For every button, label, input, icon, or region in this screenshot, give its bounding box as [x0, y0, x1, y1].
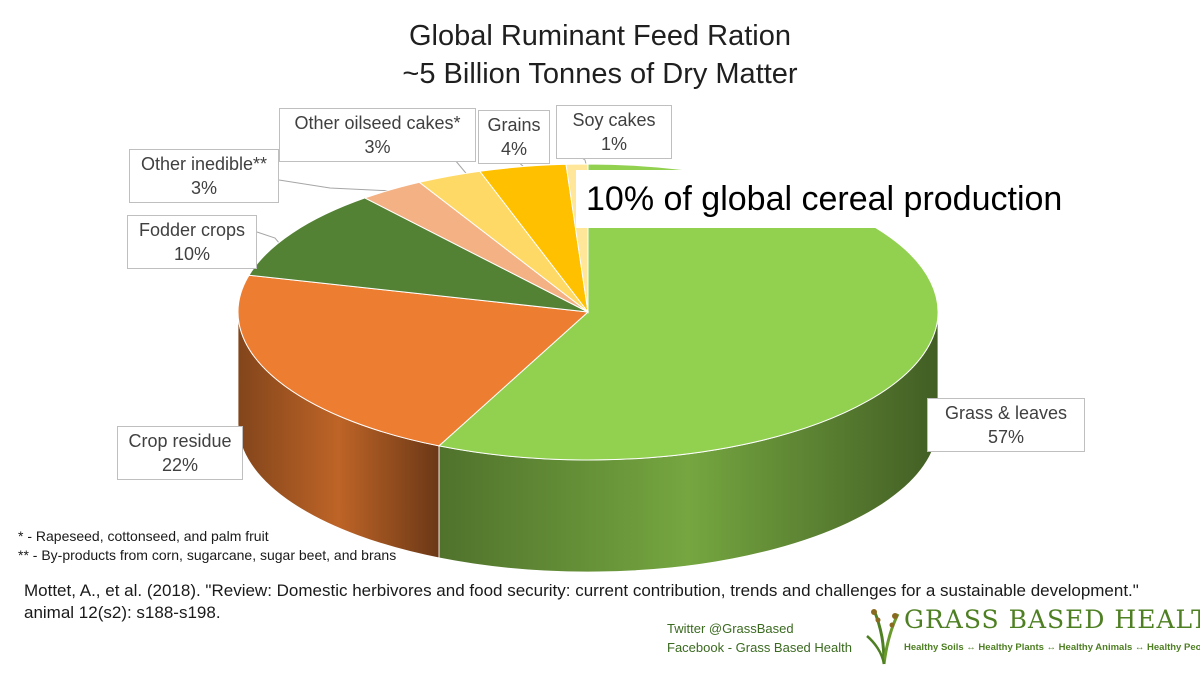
pie-slice-crop-residue — [237, 274, 590, 447]
chart-subtitle: ~5 Billion Tonnes of Dry Matter — [402, 58, 798, 90]
footnote-star: * - Rapeseed, cottonseed, and palm fruit — [18, 528, 269, 544]
facebook-page: Facebook - Grass Based Health — [667, 640, 852, 655]
brand-tagline: Healthy Soils ↔ Healthy Plants ↔ Healthy… — [904, 642, 1200, 653]
data-label-fodder: Fodder crops 10% — [127, 215, 257, 269]
data-label-grass: Grass & leaves 57% — [927, 398, 1085, 452]
data-label-grains: Grains 4% — [478, 110, 550, 164]
label-grass-name: Grass & leaves — [944, 403, 1068, 423]
grass-logo-icon — [866, 609, 900, 665]
citation-line-1: Mottet, A., et al. (2018). "Review: Dome… — [24, 581, 1139, 600]
citation-line-2: animal 12(s2): s188-s198. — [24, 603, 221, 622]
label-grass-value: 57% — [987, 427, 1025, 447]
label-fodder-name: Fodder crops — [138, 220, 246, 240]
label-oilseed-value: 3% — [364, 137, 391, 157]
label-other-inedible-value: 3% — [190, 178, 217, 198]
label-soy-value: 1% — [600, 134, 627, 154]
data-label-other-inedible: Other inedible** 3% — [129, 149, 279, 203]
label-grains-name: Grains — [487, 115, 541, 135]
brand-name: GRASS BASED HEALTH — [904, 605, 1200, 634]
chart-title: Global Ruminant Feed Ration — [408, 20, 792, 52]
twitter-handle: Twitter @GrassBased — [667, 621, 794, 636]
pie-top — [237, 163, 939, 461]
data-label-crop-residue: Crop residue 22% — [117, 426, 243, 480]
brand-logo: GRASS BASED HEALTH Healthy Soils ↔ Healt… — [864, 600, 1200, 666]
label-grains-value: 4% — [500, 139, 527, 159]
footnote-double-star: ** - By-products from corn, sugarcane, s… — [18, 547, 397, 563]
label-other-inedible-name: Other inedible** — [140, 154, 268, 174]
label-crop-residue-name: Crop residue — [128, 431, 232, 451]
data-label-soy: Soy cakes 1% — [556, 105, 672, 159]
label-fodder-value: 10% — [173, 244, 211, 264]
cereal-callout: 10% of global cereal production — [576, 170, 1086, 228]
label-soy-name: Soy cakes — [572, 110, 656, 130]
label-crop-residue-value: 22% — [161, 455, 199, 475]
label-oilseed-name: Other oilseed cakes* — [294, 113, 461, 133]
data-label-oilseed: Other oilseed cakes* 3% — [279, 108, 476, 162]
